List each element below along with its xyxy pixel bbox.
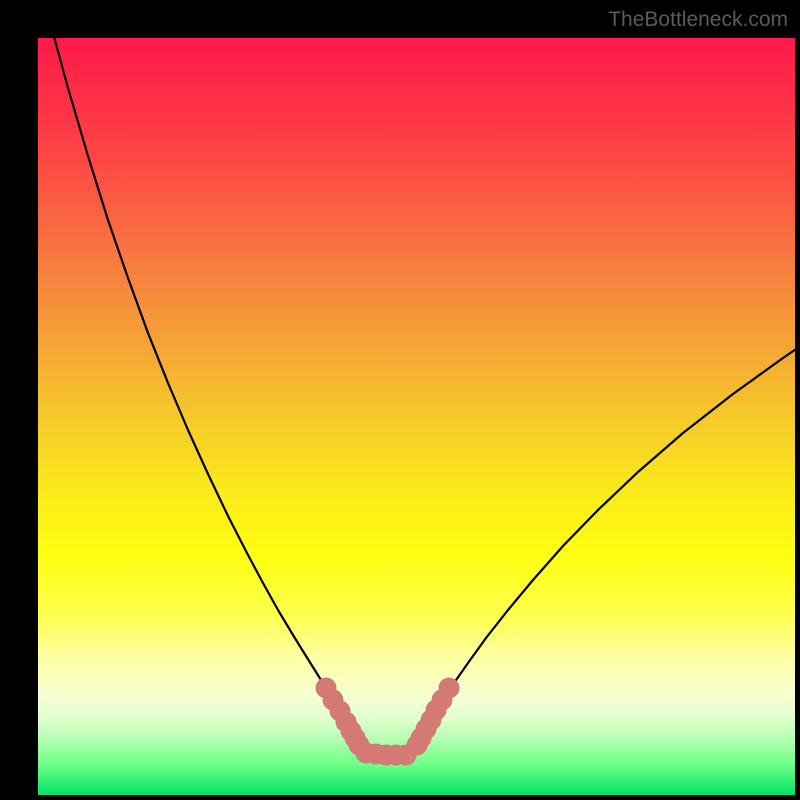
markers-right <box>407 678 460 756</box>
chart-svg <box>38 38 795 795</box>
plot-area <box>38 38 795 795</box>
curve-right <box>425 341 795 730</box>
curve-left <box>53 38 350 730</box>
chart-frame <box>0 0 800 800</box>
watermark-text: TheBottleneck.com <box>608 8 788 32</box>
